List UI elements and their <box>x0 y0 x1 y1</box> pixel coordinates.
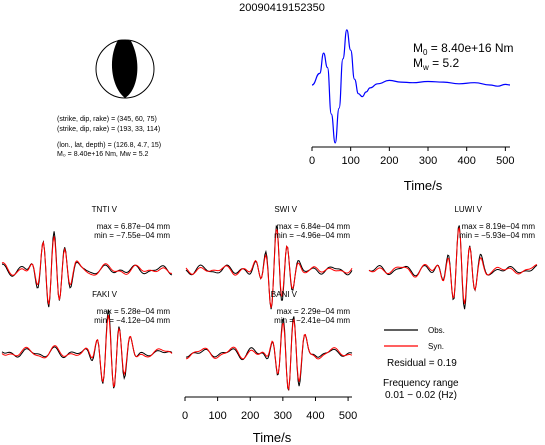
legend: Obs. Syn. Residual = 0.19 Frequency rang… <box>383 326 459 401</box>
stf-mw-label: Mw = 5.2 <box>413 56 459 72</box>
station-name: LUWI V <box>454 205 482 214</box>
mechanism-plane1: (strike, dip, rake) = (345, 60, 75) <box>57 116 157 123</box>
station-name: BANI V <box>271 290 298 299</box>
station-min-amplitude: min = −4.12e−04 mm <box>94 316 170 325</box>
waveform-tick-label: 100 <box>208 410 226 422</box>
synthetic-waveform <box>185 319 353 391</box>
station-name: TNTI V <box>92 205 118 214</box>
observed-waveform <box>1 231 173 308</box>
stf-tick-label: 500 <box>496 155 514 167</box>
waveform-tick-label: 500 <box>339 410 357 422</box>
figure-title: 20090419152350 <box>239 2 325 14</box>
synthetic-waveform <box>368 227 538 305</box>
station-name: FAKI V <box>92 290 118 299</box>
frequency-range-value: 0.01 − 0.02 (Hz) <box>385 390 457 401</box>
waveform-ticks: 0 100 200 300 400 500 <box>182 397 357 422</box>
station-max-amplitude: max = 2.29e−04 mm <box>277 307 351 316</box>
waveform-tick-label: 400 <box>306 410 324 422</box>
stf-tick-label: 200 <box>380 155 398 167</box>
waveform-x-axis-label: Time/s <box>253 430 292 445</box>
focal-mechanism-beachball <box>95 39 155 99</box>
stf-panel: 0 100 200 300 400 500 M0 = 8.40e+16 Nm Mw = 5… <box>309 29 515 193</box>
waveform-time-axis: 0 100 200 300 400 500 Time/s <box>182 396 357 445</box>
station-min-amplitude: min = −7.55e−04 mm <box>94 231 170 240</box>
residual-label: Residual = 0.19 <box>387 358 457 369</box>
stf-x-axis-label: Time/s <box>404 178 443 193</box>
waveform-tick-label: 300 <box>274 410 292 422</box>
stf-tick-label: 300 <box>419 155 437 167</box>
station-max-amplitude: max = 5.28e−04 mm <box>97 307 171 316</box>
stf-tick-label: 400 <box>458 155 476 167</box>
station-max-amplitude: max = 8.19e−04 mm <box>462 222 536 231</box>
station-max-amplitude: max = 6.84e−04 mm <box>277 222 351 231</box>
station-max-amplitude: max = 6.87e−04 mm <box>97 222 171 231</box>
beachball-compressional-quadrant <box>111 39 138 98</box>
station-min-amplitude: min = −5.93e−04 mm <box>459 231 535 240</box>
station-name: SWI V <box>274 205 297 214</box>
mechanism-moment: M₀ = 8.40e+16 Nm, Mw = 5.2 <box>57 151 149 158</box>
legend-syn-label: Syn. <box>428 342 444 351</box>
waveform-tick-label: 0 <box>182 410 188 422</box>
mechanism-location: (lon., lat, depth) = (126.8, 4.7, 15) <box>57 142 161 149</box>
legend-obs-label: Obs. <box>428 326 445 335</box>
mechanism-plane2: (strike, dip, rake) = (193, 33, 114) <box>57 126 160 133</box>
frequency-range-label: Frequency range <box>383 378 459 389</box>
observed-waveform <box>368 225 538 310</box>
waveform-tick-label: 200 <box>241 410 259 422</box>
synthetic-waveform <box>1 236 172 305</box>
stf-ticks: 0 100 200 300 400 500 <box>309 147 515 167</box>
stf-series-line <box>311 29 511 144</box>
station-min-amplitude: min = −4.96e−04 mm <box>274 231 350 240</box>
observed-waveform <box>185 316 353 391</box>
stf-m0-label: M0 = 8.40e+16 Nm <box>413 41 514 57</box>
stf-tick-label: 0 <box>309 155 315 167</box>
stf-tick-label: 100 <box>341 155 359 167</box>
station-min-amplitude: min = −2.41e−04 mm <box>274 316 350 325</box>
synthetic-waveform <box>185 228 353 308</box>
synthetic-waveform <box>1 314 173 388</box>
